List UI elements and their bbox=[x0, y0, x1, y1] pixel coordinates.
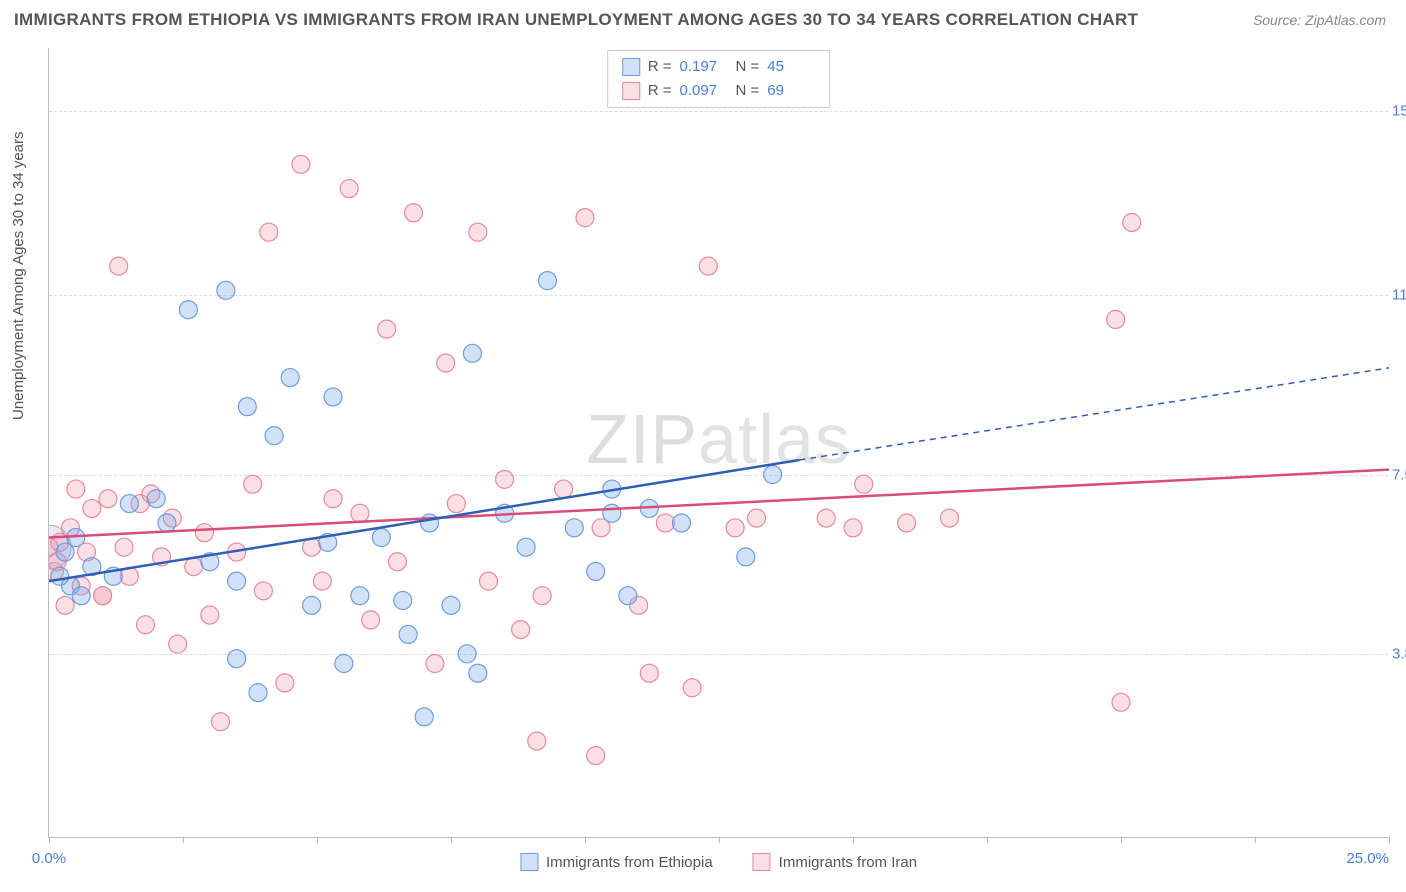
legend-label-0: Immigrants from Ethiopia bbox=[546, 854, 713, 871]
plot-area: ZIPatlas R = 0.197 N = 45 R = 0.097 N = … bbox=[48, 48, 1388, 838]
y-axis-label: Unemployment Among Ages 30 to 34 years bbox=[10, 131, 27, 420]
chart-title: IMMIGRANTS FROM ETHIOPIA VS IMMIGRANTS F… bbox=[14, 10, 1138, 30]
r-label: R = bbox=[648, 79, 672, 103]
scatter-svg bbox=[49, 48, 1389, 838]
n-value-1: 69 bbox=[767, 79, 815, 103]
x-tick-label-left: 0.0% bbox=[32, 850, 66, 867]
source-label: Source: ZipAtlas.com bbox=[1253, 12, 1386, 28]
legend-item-1: Immigrants from Iran bbox=[753, 853, 917, 871]
y-tick-label: 15.0% bbox=[1392, 103, 1406, 120]
legend-swatch-1 bbox=[622, 82, 640, 100]
r-value-1: 0.097 bbox=[680, 79, 728, 103]
stats-legend: R = 0.197 N = 45 R = 0.097 N = 69 bbox=[607, 50, 831, 108]
r-value-0: 0.197 bbox=[680, 55, 728, 79]
legend-item-0: Immigrants from Ethiopia bbox=[520, 853, 713, 871]
y-tick-label: 11.2% bbox=[1392, 287, 1406, 304]
legend-swatch-icon bbox=[753, 853, 771, 871]
stats-row-0: R = 0.197 N = 45 bbox=[622, 55, 816, 79]
legend-label-1: Immigrants from Iran bbox=[779, 854, 917, 871]
y-tick-label: 3.8% bbox=[1392, 645, 1406, 662]
stats-row-1: R = 0.097 N = 69 bbox=[622, 79, 816, 103]
n-label: N = bbox=[736, 79, 760, 103]
bottom-legend: Immigrants from Ethiopia Immigrants from… bbox=[520, 853, 917, 871]
r-label: R = bbox=[648, 55, 672, 79]
n-value-0: 45 bbox=[767, 55, 815, 79]
chart-area: ZIPatlas R = 0.197 N = 45 R = 0.097 N = … bbox=[48, 48, 1388, 838]
legend-swatch-icon bbox=[520, 853, 538, 871]
x-tick bbox=[1389, 837, 1390, 843]
legend-swatch-0 bbox=[622, 58, 640, 76]
y-tick-label: 7.5% bbox=[1392, 466, 1406, 483]
n-label: N = bbox=[736, 55, 760, 79]
x-tick-label-right: 25.0% bbox=[1346, 850, 1389, 867]
header: IMMIGRANTS FROM ETHIOPIA VS IMMIGRANTS F… bbox=[0, 0, 1406, 36]
